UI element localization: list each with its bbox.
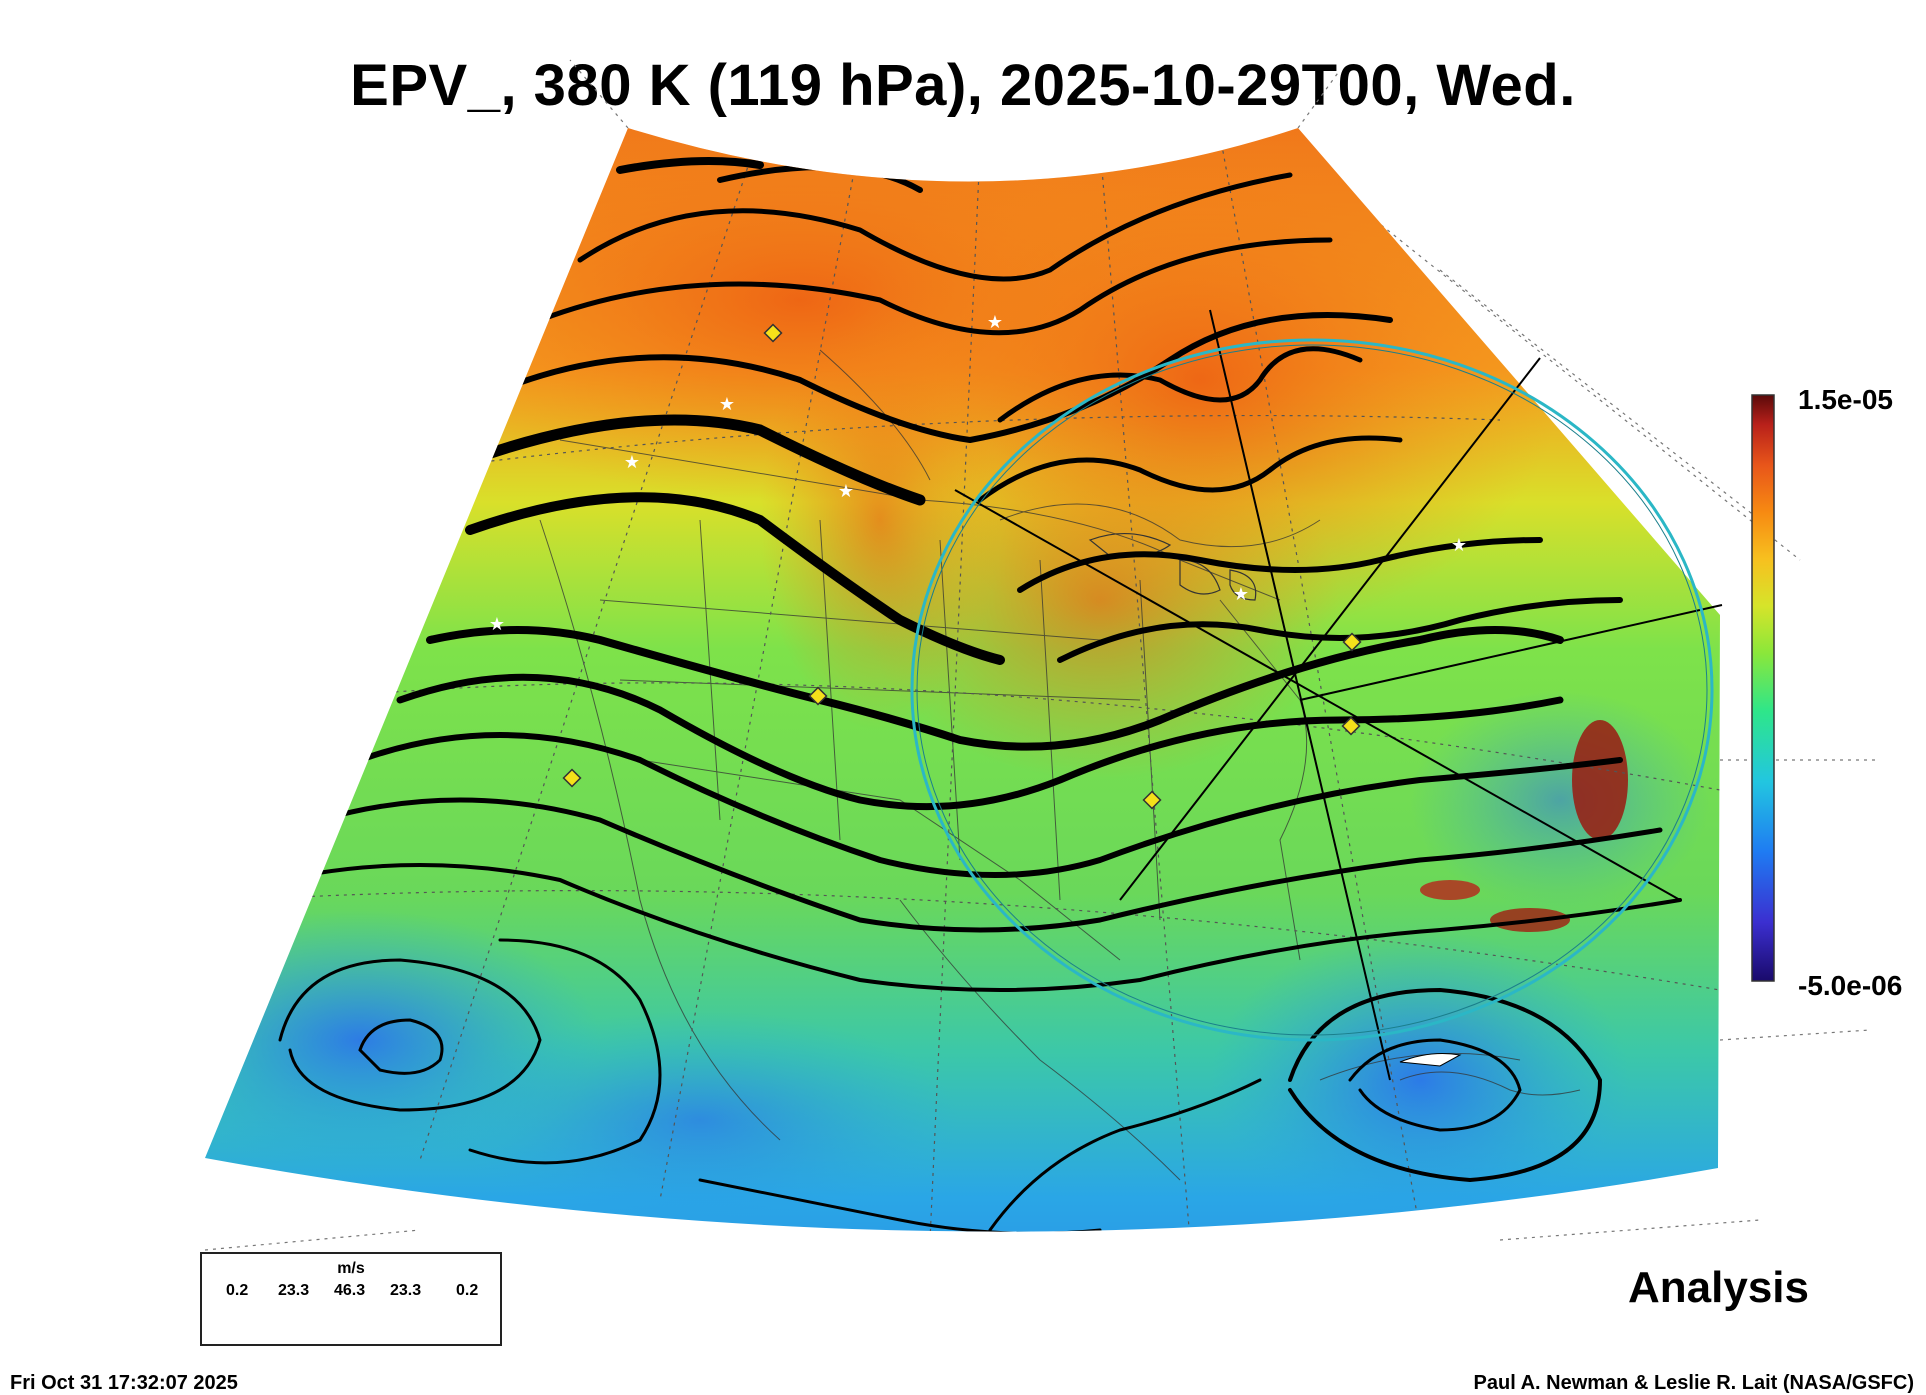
streamline — [497, 312, 1393, 444]
wind-legend: m/s 0.2 23.3 46.3 23.3 0.2 — [200, 1252, 502, 1346]
streamline — [577, 172, 1293, 282]
cuba-island — [1399, 1053, 1462, 1067]
star-marker: ★ — [987, 312, 1003, 333]
colorbar-min-label: -5.0e-06 — [1798, 970, 1903, 1001]
streamline — [1017, 537, 1543, 593]
star-marker: ★ — [489, 614, 505, 635]
colorbar — [1751, 394, 1775, 982]
streamline — [278, 863, 1682, 992]
analysis-label: Analysis — [1628, 1263, 1809, 1312]
star-marker: ★ — [1451, 535, 1467, 556]
range-ring-inner — [916, 344, 1708, 1036]
streamline — [317, 797, 1663, 933]
streamline — [997, 346, 1363, 423]
wind-legend-value: 46.3 — [334, 1282, 366, 1299]
streamline — [464, 414, 926, 506]
star-marker: ★ — [1233, 584, 1249, 605]
graticule — [239, 129, 1720, 1232]
range-ring — [910, 338, 1714, 1042]
outer-graticule — [204, 59, 1880, 1251]
star-marker: ★ — [624, 452, 640, 473]
cross-section-lines — [954, 309, 1723, 1081]
streamline — [988, 1078, 1262, 1232]
star-marker: ★ — [719, 394, 735, 415]
colorbar-max-label: 1.5e-05 — [1798, 384, 1893, 415]
streamline — [465, 492, 1005, 665]
streamline — [537, 237, 1333, 336]
streamline-loop — [358, 1018, 444, 1075]
site-markers — [562, 323, 1362, 810]
streamline — [396, 673, 1564, 811]
wind-legend-value: 23.3 — [390, 1282, 422, 1299]
streamline — [977, 435, 1403, 503]
streamline — [426, 626, 1564, 751]
site-marker — [1342, 632, 1362, 652]
streamline — [357, 732, 1623, 878]
map-title: EPV_, 380 K (119 hPa), 2025-10-29T00, We… — [350, 53, 1576, 118]
wind-legend-value: 0.2 — [456, 1282, 479, 1299]
site-marker — [562, 768, 582, 788]
wind-legend-value: 23.3 — [278, 1282, 310, 1299]
wind-streamlines — [278, 157, 1682, 1232]
timestamp: Fri Oct 31 17:32:07 2025 — [10, 1372, 238, 1394]
star-marker: ★ — [838, 481, 854, 502]
site-marker — [808, 686, 828, 706]
streamline-loop — [1288, 987, 1603, 1183]
site-marker — [1341, 716, 1361, 736]
streamline-loop — [1348, 1038, 1522, 1132]
streamline — [616, 157, 764, 174]
wind-legend-value: 0.2 — [226, 1282, 249, 1299]
streamline — [698, 1178, 1102, 1232]
star-markers: ★ ★ ★ ★ ★ ★ ★ — [489, 312, 1467, 635]
site-marker — [1142, 790, 1162, 810]
credit: Paul A. Newman & Leslie R. Lait (NASA/GS… — [1473, 1372, 1914, 1394]
site-marker — [763, 323, 783, 343]
streamline-loop — [468, 938, 662, 1165]
streamline-loop — [278, 958, 542, 1112]
wind-legend-units: m/s — [337, 1260, 365, 1277]
